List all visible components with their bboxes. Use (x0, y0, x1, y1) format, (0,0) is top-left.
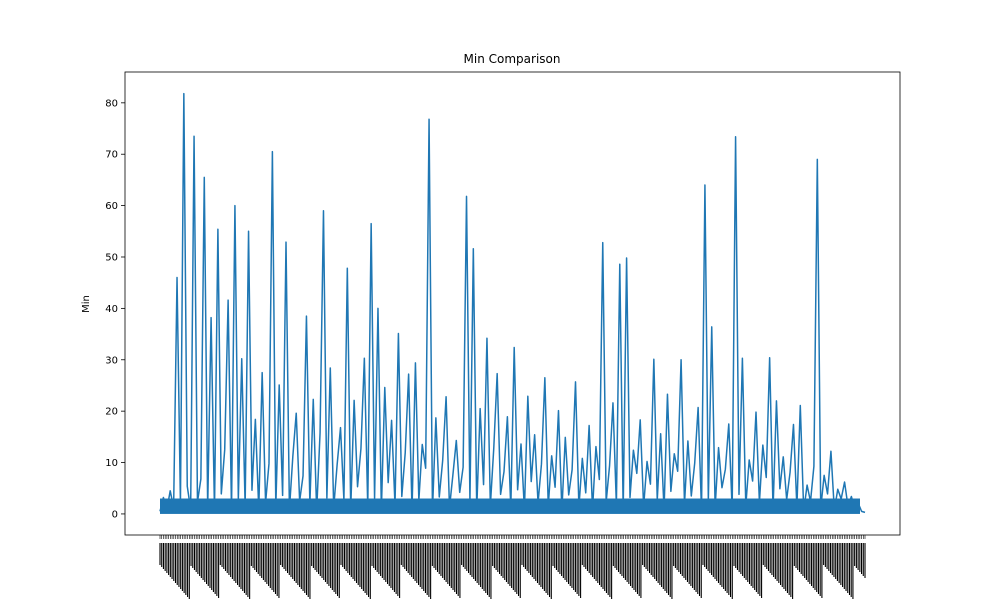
y-tick-label: 60 (105, 201, 118, 212)
y-tick-label: 30 (105, 355, 118, 366)
series-line (159, 92, 866, 514)
y-tick-label: 10 (105, 458, 118, 469)
plot-layer (159, 92, 866, 514)
series-baseline-band (160, 498, 860, 514)
y-axis-label: Min (81, 295, 92, 313)
axes-layer: 0 10 20 30 40 50 60 70 80 (105, 71, 901, 599)
axes-frame (124, 71, 901, 536)
y-tick-label: 80 (105, 98, 118, 109)
chart-title: Min Comparison (464, 52, 561, 66)
y-tick-label: 70 (105, 150, 118, 161)
y-tick-label: 0 (112, 509, 118, 520)
y-tick-label: 40 (105, 304, 118, 315)
y-tick-label: 20 (105, 407, 118, 418)
y-tick-label: 50 (105, 252, 118, 263)
